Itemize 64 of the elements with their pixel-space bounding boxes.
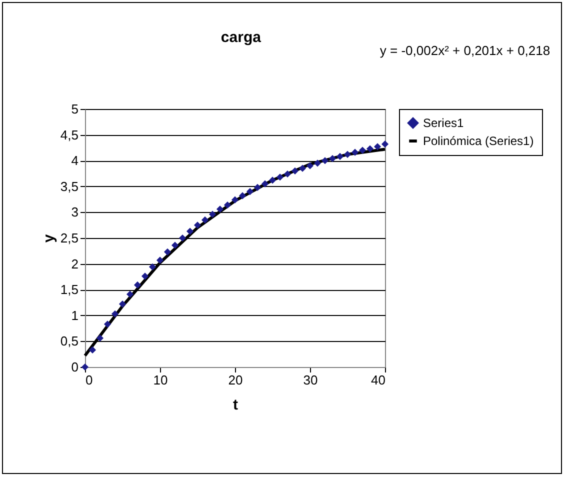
- point: [291, 167, 299, 174]
- point: [381, 140, 389, 148]
- point: [118, 300, 126, 308]
- point: [156, 256, 164, 264]
- point: [194, 222, 202, 229]
- point: [351, 148, 359, 156]
- y-tick-label: 0,5: [60, 334, 78, 349]
- x-axis-title: t: [233, 396, 238, 414]
- point: [366, 145, 374, 152]
- y-tick-label: 0: [71, 360, 78, 374]
- line-series: [84, 148, 386, 358]
- point: [336, 152, 344, 160]
- point: [88, 346, 96, 354]
- point: [374, 143, 382, 150]
- x-tick-label: 30: [303, 372, 318, 388]
- y-tick-label: 4: [71, 153, 78, 168]
- point: [164, 248, 172, 256]
- legend-label: Polinómica (Series1): [423, 134, 534, 148]
- point: [148, 263, 156, 270]
- point: [344, 150, 352, 158]
- point: [246, 188, 254, 196]
- legend-label: Series1: [423, 116, 464, 130]
- point: [254, 184, 262, 191]
- point: [186, 228, 194, 235]
- point: [268, 176, 276, 184]
- y-tick-label: 3,5: [60, 178, 78, 194]
- point: [306, 162, 314, 170]
- point: [126, 290, 134, 298]
- point: [141, 272, 149, 280]
- point: [261, 180, 269, 188]
- point: [178, 234, 186, 242]
- point: [321, 157, 329, 164]
- y-tick-label: 1,5: [60, 282, 78, 298]
- point: [81, 363, 89, 371]
- x-tick-label: 40: [371, 372, 386, 388]
- point: [208, 210, 216, 218]
- point: [298, 164, 306, 172]
- point: [104, 320, 112, 328]
- point: [111, 310, 119, 318]
- point: [358, 146, 366, 154]
- point: [328, 155, 336, 162]
- y-tick-label: 2,5: [60, 230, 78, 246]
- point: [238, 192, 246, 200]
- point: [284, 170, 292, 178]
- point: [134, 281, 142, 288]
- point: [276, 174, 284, 181]
- y-tick-label: 2: [71, 256, 78, 272]
- y-tick-label: 3: [71, 204, 78, 220]
- x-tick-label: 20: [228, 372, 243, 388]
- text: y = -0,002x² + 0,201x + 0,218: [380, 43, 550, 58]
- point: [314, 160, 322, 167]
- x-tick-label: 10: [153, 372, 168, 388]
- y-axis-title: y: [40, 234, 58, 243]
- y-tick-label: 1: [71, 308, 78, 323]
- point: [201, 216, 209, 224]
- x-tick-label: 0: [86, 372, 93, 388]
- y-tick-label: 4,5: [60, 127, 78, 142]
- chart-title: carga: [220, 29, 262, 46]
- point: [216, 206, 224, 213]
- point: [231, 196, 239, 204]
- y-tick-label: 5: [71, 102, 78, 116]
- point: [96, 334, 104, 342]
- point: [171, 242, 179, 249]
- point: [224, 201, 232, 209]
